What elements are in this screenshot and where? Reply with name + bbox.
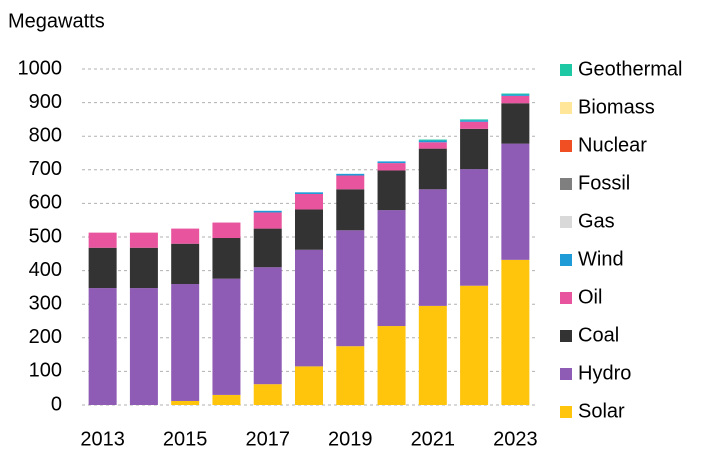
bar-segment — [460, 121, 489, 129]
bar-segment — [501, 103, 530, 144]
legend-swatch — [560, 102, 572, 114]
legend-label: Hydro — [578, 362, 631, 384]
bar-segment — [336, 175, 365, 190]
bar-segment — [460, 169, 489, 286]
bar-segment — [253, 212, 282, 229]
legend-label: Nuclear — [578, 134, 647, 156]
bar-segment — [418, 189, 447, 306]
legend-label: Geothermal — [578, 58, 683, 80]
legend-label: Wind — [578, 248, 624, 270]
bar-segment — [212, 238, 241, 279]
x-tick-label: 2017 — [245, 428, 290, 450]
bar-segment — [295, 193, 323, 210]
x-tick-label: 2023 — [493, 428, 538, 450]
legend-swatch — [560, 406, 572, 418]
legend-swatch — [560, 140, 572, 152]
bar-segment — [212, 394, 241, 405]
bar-segment — [377, 161, 406, 164]
bar-segment — [253, 210, 282, 213]
bar-segment — [418, 142, 447, 149]
y-tick-label: 600 — [29, 192, 62, 214]
legend-label: Coal — [578, 324, 619, 346]
bar-segment — [253, 384, 282, 405]
x-tick-label: 2021 — [411, 428, 456, 450]
bar-segment — [253, 267, 282, 385]
x-tick-label: 2019 — [328, 428, 373, 450]
y-tick-label: 900 — [29, 91, 62, 113]
bar-segment — [418, 305, 447, 405]
legend-swatch — [560, 292, 572, 304]
bar-segment — [295, 366, 323, 405]
y-tick-label: 300 — [29, 292, 62, 314]
bar-segment — [336, 346, 365, 405]
bar-segment — [212, 278, 241, 395]
bar-segment — [88, 288, 117, 405]
legend-label: Oil — [578, 286, 602, 308]
bar-segment — [171, 243, 200, 285]
y-tick-label: 200 — [29, 326, 62, 348]
bar-segment — [295, 209, 323, 250]
legend-label: Gas — [578, 210, 615, 232]
bar-segment — [88, 247, 117, 289]
bar-segment — [295, 192, 323, 194]
bar-segment — [460, 120, 489, 122]
bar-segment — [501, 95, 530, 104]
bar-segment — [418, 140, 447, 143]
y-tick-label: 400 — [29, 259, 62, 281]
y-tick-label: 500 — [29, 225, 62, 247]
y-tick-label: 700 — [29, 158, 62, 180]
bar-segment — [418, 139, 447, 141]
bar-segment — [460, 119, 489, 121]
x-tick-label: 2015 — [163, 428, 208, 450]
legend-swatch — [560, 254, 572, 266]
y-tick-label: 1000 — [18, 57, 63, 79]
bar-segment — [212, 222, 241, 239]
bar-segment — [460, 128, 489, 170]
bar-segment — [295, 249, 323, 367]
bar-segment — [501, 259, 530, 405]
bar-segment — [129, 247, 158, 289]
legend-label: Fossil — [578, 172, 630, 194]
bar-segment — [171, 228, 200, 244]
bar-segment — [336, 230, 365, 347]
bar-segment — [129, 288, 158, 405]
legend-label: Solar — [578, 400, 625, 422]
legend-swatch — [560, 216, 572, 228]
bar-segment — [336, 173, 365, 176]
bar-segment — [377, 163, 406, 171]
bar-segment — [418, 148, 447, 190]
legend-swatch — [560, 368, 572, 380]
bar-segment — [171, 284, 200, 401]
chart-title: Megawatts — [8, 10, 105, 32]
bar-segment — [460, 285, 489, 405]
y-tick-label: 100 — [29, 360, 62, 382]
bar-segment — [501, 93, 530, 95]
legend-swatch — [560, 178, 572, 190]
bar-segment — [377, 170, 406, 211]
bar-segment — [501, 143, 530, 260]
x-tick-label: 2013 — [80, 428, 125, 450]
bar-segment — [377, 326, 406, 405]
legend-swatch — [560, 330, 572, 342]
bar-segment — [501, 94, 530, 96]
bar-segment — [171, 400, 200, 405]
bar-segment — [253, 228, 282, 268]
bar-segment — [377, 210, 406, 327]
bar-segment — [336, 189, 365, 231]
legend-swatch — [560, 64, 572, 76]
bar-segment — [88, 232, 117, 248]
y-tick-label: 800 — [29, 124, 62, 146]
bar-segment — [129, 232, 158, 248]
legend-label: Biomass — [578, 96, 655, 118]
y-tick-label: 0 — [51, 393, 62, 415]
